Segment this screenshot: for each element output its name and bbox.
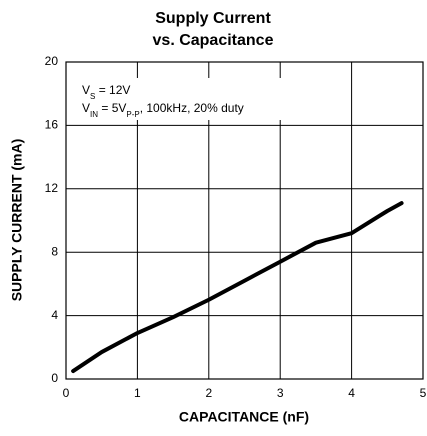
annotation-part: IN: [90, 110, 98, 119]
x-tick-label: 1: [134, 386, 141, 400]
chart-title: vs. Capacitance: [153, 32, 274, 49]
y-tick-label: 8: [51, 244, 58, 258]
annotation: VIN = 5VP-P, 100kHz, 20% duty: [82, 101, 244, 119]
chart-title: Supply Current: [155, 10, 271, 27]
y-tick-label: 0: [51, 371, 58, 385]
x-tick-label: 5: [420, 386, 427, 400]
y-tick-label: 16: [45, 118, 59, 132]
x-tick-label: 0: [63, 386, 70, 400]
annotation-part: S: [90, 92, 95, 101]
annotation-bg: [72, 78, 284, 120]
y-tick-label: 20: [45, 54, 59, 68]
annotation-part: V: [82, 83, 90, 97]
y-tick-label: 4: [51, 308, 58, 322]
plot-frame: [65, 61, 424, 380]
y-tick-label: 12: [45, 181, 59, 195]
annotation-part: P-P: [126, 110, 139, 119]
annotation: VS = 12V: [82, 83, 130, 101]
annotation-part: , 100kHz, 20% duty: [140, 101, 244, 115]
annotation-part: V: [82, 101, 90, 115]
data-line: [71, 201, 404, 374]
x-tick-label: 4: [348, 386, 355, 400]
x-tick-label: 3: [277, 386, 284, 400]
x-axis-title: CAPACITANCE (nF): [179, 409, 309, 425]
y-axis-title: SUPPLY CURRENT (mA): [9, 139, 25, 302]
x-tick-label: 2: [205, 386, 212, 400]
annotation-part: = 5V: [98, 101, 126, 115]
annotation-part: = 12V: [95, 83, 130, 97]
